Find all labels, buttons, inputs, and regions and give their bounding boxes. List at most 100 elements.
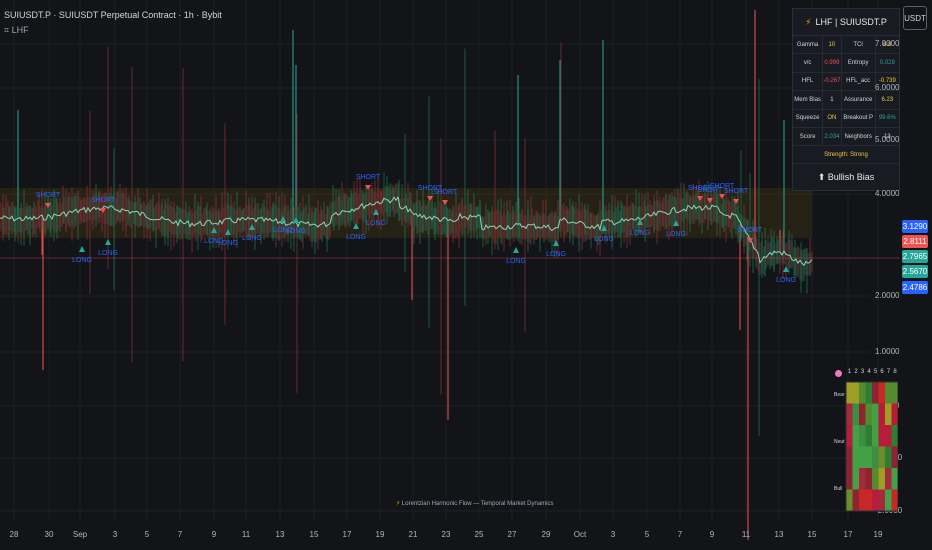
bias-text: ⬆ Bullish Bias	[817, 171, 875, 182]
heatmap-cell	[852, 382, 859, 404]
heatmap-cell	[846, 382, 853, 404]
heatmap-cell	[891, 446, 898, 468]
x-tick-label: 13	[275, 530, 285, 539]
short-arrow-icon	[707, 198, 713, 203]
price-tag: 3.1290	[902, 220, 928, 233]
x-tick-label: 25	[474, 530, 484, 539]
heatmap-cell	[852, 468, 859, 490]
short-signal-label: SHORT	[91, 197, 116, 204]
short-arrow-icon	[733, 199, 739, 204]
panel-key: TCI	[842, 36, 876, 54]
heatmap-cell	[859, 446, 866, 468]
heatmap-cell	[859, 425, 866, 447]
long-arrow-icon	[293, 217, 299, 223]
heatmap-cell	[852, 403, 859, 425]
short-signal-label: SHORT	[36, 192, 61, 199]
y-tick-label: 1.0000	[875, 347, 900, 356]
short-arrow-icon	[697, 196, 703, 201]
heatmap-cell	[885, 468, 892, 490]
short-arrow-icon	[427, 196, 433, 201]
long-arrow-icon	[280, 216, 286, 222]
panel-key: Entropy	[842, 54, 876, 72]
heatmap-cell	[872, 425, 879, 447]
long-arrow-icon	[601, 225, 607, 231]
heatmap-cell	[878, 425, 885, 447]
x-tick-label: 19	[873, 530, 883, 539]
short-signal-label: SHORT	[356, 174, 381, 181]
long-arrow-icon	[353, 223, 359, 229]
price-tag: 2.5670	[902, 265, 928, 278]
heatmap-cell	[891, 489, 898, 511]
panel-key: Assurance	[842, 91, 876, 109]
heatmap-cell	[859, 468, 866, 490]
heatmap-cell	[872, 403, 879, 425]
panel-key: Squeeze	[793, 109, 824, 127]
x-tick-label: 11	[241, 530, 251, 539]
heatmap-cell	[872, 446, 879, 468]
x-tick-label: 23	[441, 530, 451, 539]
short-signal-label: SHORT	[698, 187, 723, 194]
heatmap-cell	[872, 468, 879, 490]
long-arrow-icon	[249, 224, 255, 230]
long-signal-label: LONG	[72, 257, 92, 264]
indicator-label[interactable]: ⌗ LHF	[4, 25, 29, 35]
heatmap-row-label: Bear	[834, 392, 845, 398]
panel-row: v/c 0.999 Entropy 0.029	[793, 54, 899, 73]
x-tick-label: 17	[342, 530, 352, 539]
price-tag: 2.8111	[902, 235, 928, 248]
footer-text: Lorentzian Harmonic Flow — Temporal Mark…	[401, 501, 554, 507]
heatmap-cell	[859, 489, 866, 511]
heatmap-row-label: Bull	[834, 486, 843, 492]
bolt-icon: ⚡	[396, 501, 401, 507]
x-tick-label: 13	[774, 530, 784, 539]
chart-title: SUIUSDT.P · SUIUSDT Perpetual Contract ·…	[4, 10, 222, 20]
long-signal-label: LONG	[776, 277, 796, 284]
heatmap-col-label: 1	[847, 369, 852, 375]
x-tick-label: 7	[177, 530, 183, 539]
info-panel: ⚡ LHF | SUIUSDT.P Gamma 10 TCI 6.8 v/c 0.999 En…	[792, 8, 900, 192]
panel-key: Gamma	[793, 36, 824, 54]
x-tick-label: 3	[610, 530, 616, 539]
y-tick-label: 7.0000	[875, 39, 900, 48]
panel-key: Breakout P	[842, 109, 876, 127]
heatmap-cell	[872, 382, 879, 404]
heatmap-cell	[865, 489, 872, 511]
short-signal-label: SHORT	[738, 227, 763, 234]
heatmap-cell	[865, 446, 872, 468]
heatmap-cell	[891, 425, 898, 447]
short-arrow-icon	[45, 203, 51, 208]
long-signal-label: LONG	[666, 231, 686, 238]
heatmap-cell	[878, 382, 885, 404]
short-arrow-icon	[442, 200, 448, 205]
panel-value: 6.8	[883, 41, 892, 48]
x-tick-label: Sep	[72, 530, 88, 539]
panel-key: Neighbors	[842, 127, 876, 146]
heatmap-cell	[865, 382, 872, 404]
heatmap-cell	[859, 382, 866, 404]
long-arrow-icon	[553, 240, 559, 246]
long-signal-label: LONG	[204, 238, 224, 245]
heatmap-cell	[865, 425, 872, 447]
heatmap-grid	[845, 381, 898, 512]
panel-value: 0.029	[879, 60, 895, 67]
long-signal-label: LONG	[630, 230, 650, 237]
panel-key: Score	[793, 127, 824, 146]
heatmap-col-label: 8	[893, 369, 897, 375]
x-tick-label: 3	[112, 530, 118, 539]
long-arrow-icon	[373, 209, 379, 215]
heatmap-cell	[878, 446, 885, 468]
heatmap-cell	[846, 425, 853, 447]
long-arrow-icon	[513, 247, 519, 253]
heatmap-cell	[885, 382, 892, 404]
long-arrow-icon	[637, 219, 643, 225]
long-arrow-icon	[225, 229, 231, 235]
heatmap-cell	[852, 425, 859, 447]
heatmap-cell	[885, 403, 892, 425]
currency-button[interactable]: USDT	[903, 6, 927, 30]
heatmap-col-label: 5	[873, 369, 878, 375]
long-signal-label: LONG	[594, 236, 614, 243]
short-signal-label: SHORT	[433, 189, 458, 196]
y-tick-label: 6.0000	[875, 83, 900, 92]
